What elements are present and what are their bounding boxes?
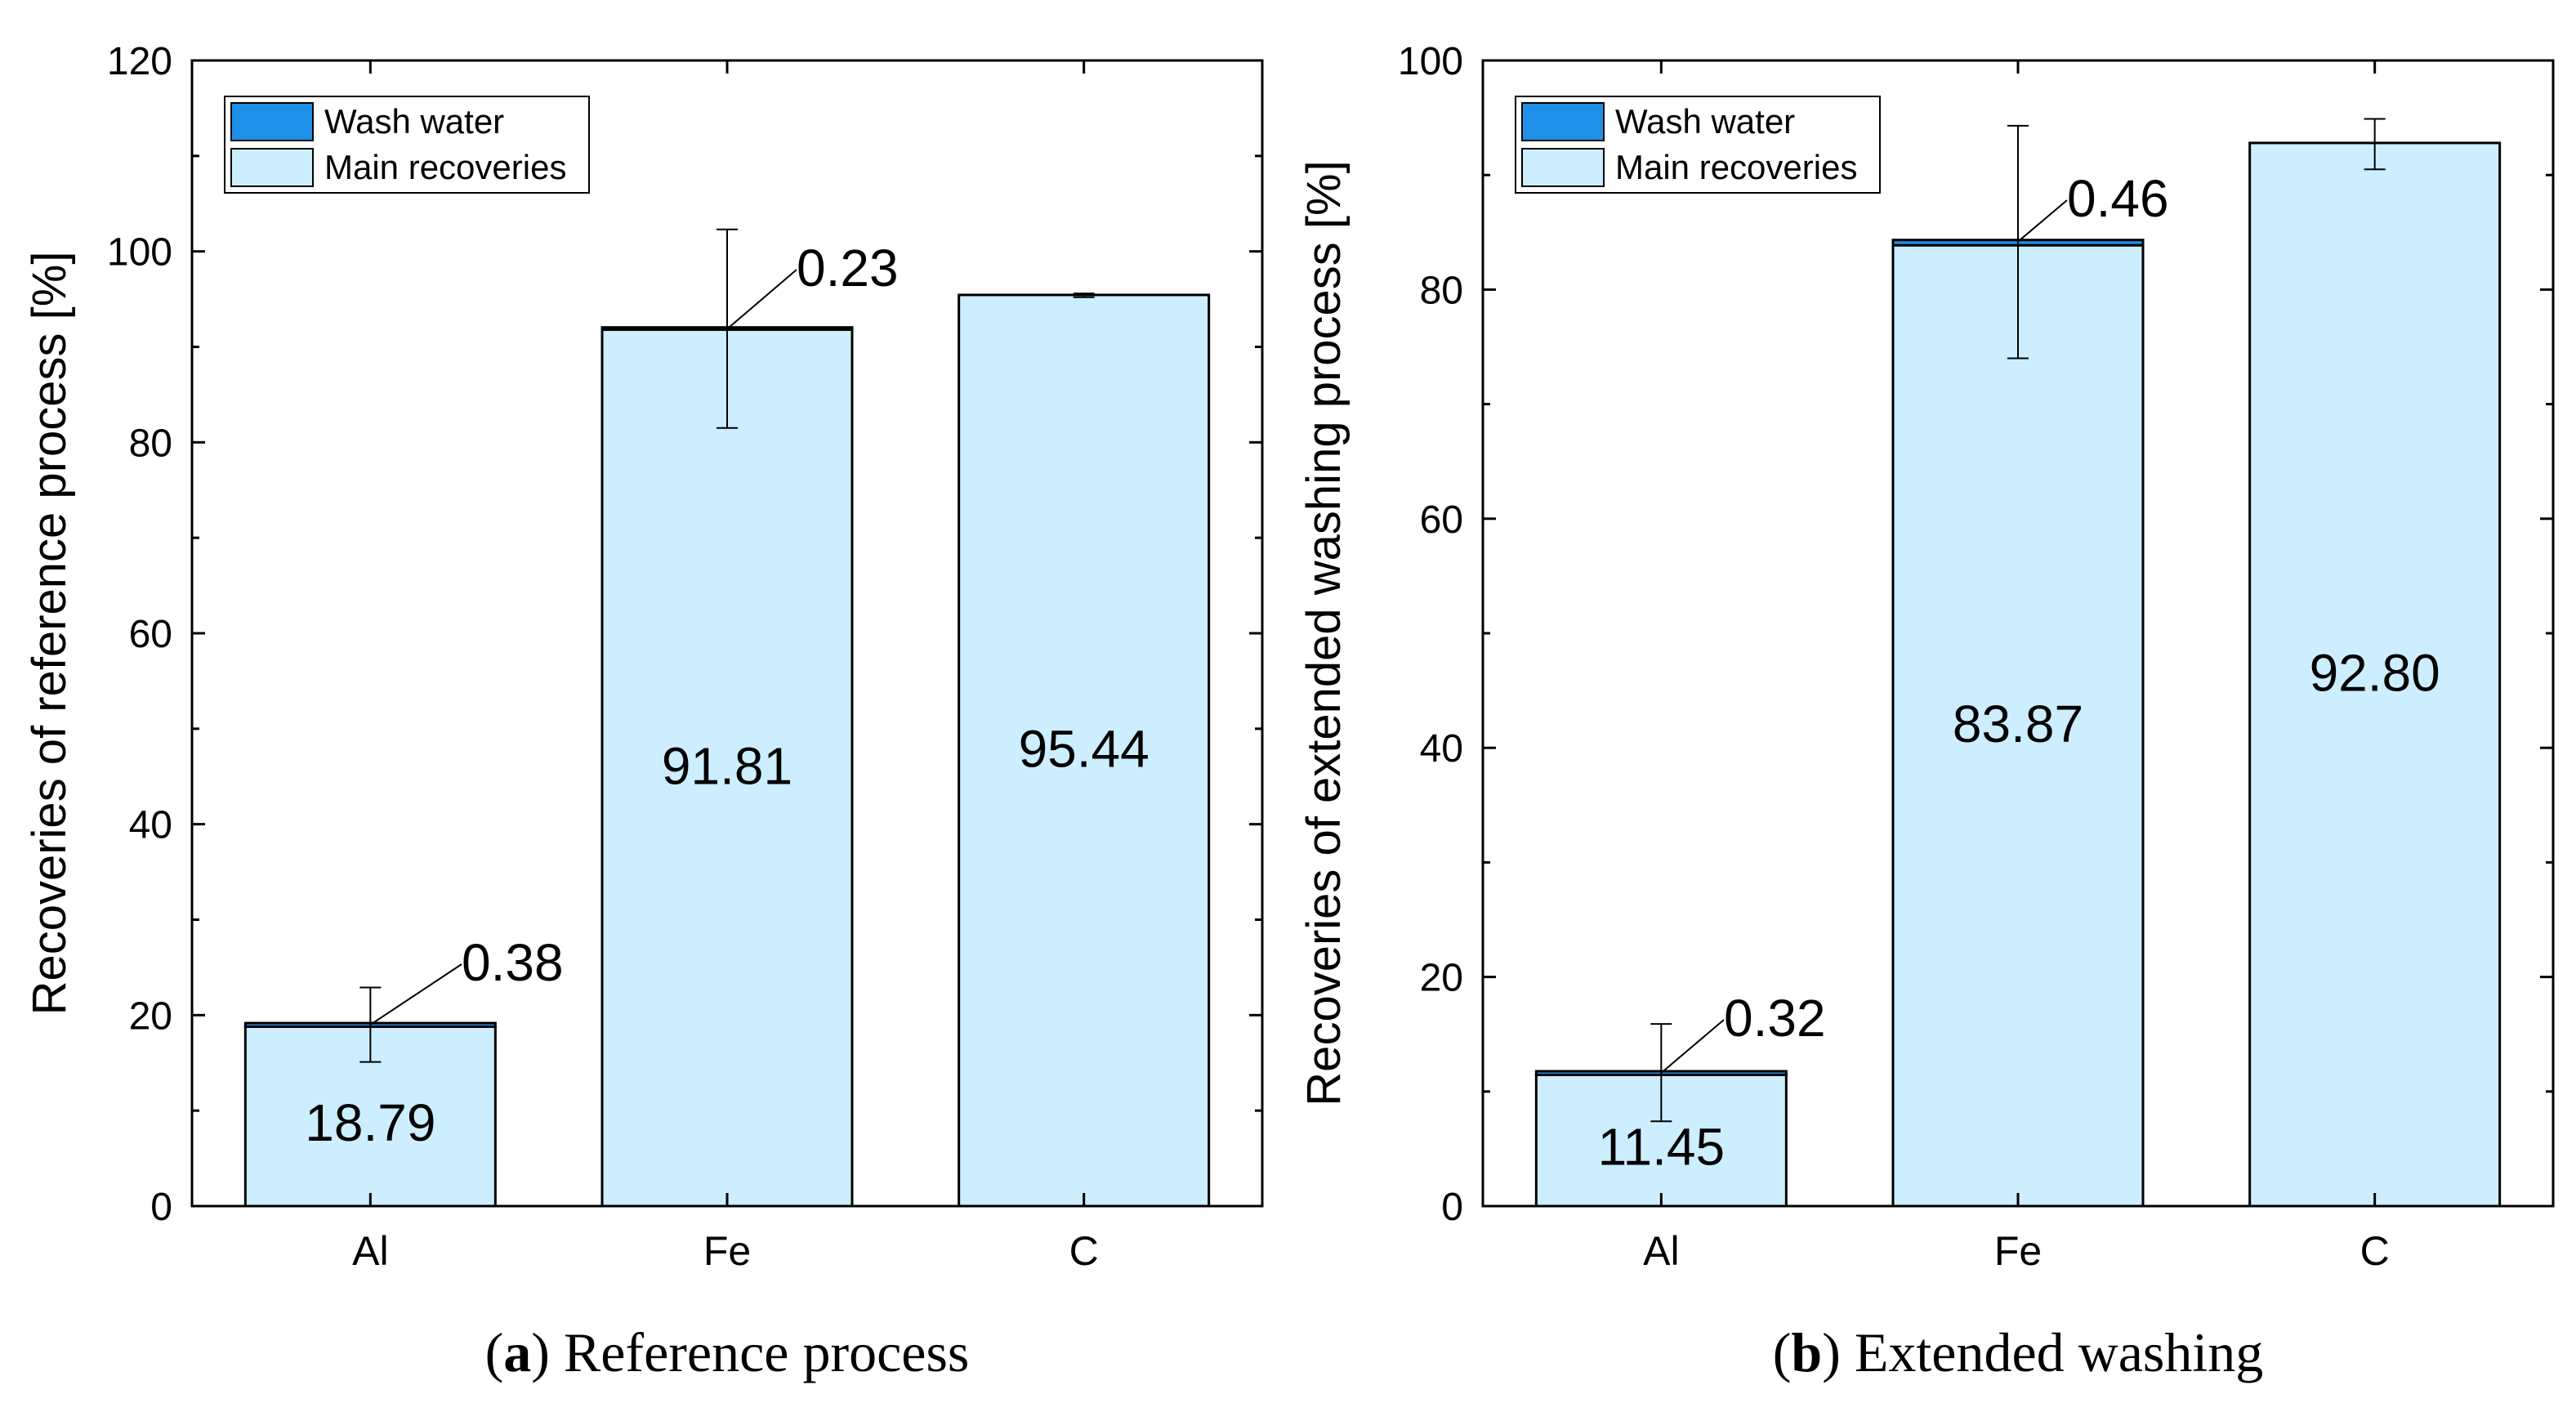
y-tick-label: 20 xyxy=(1420,957,1463,1000)
wash-leader-line xyxy=(2017,199,2068,243)
y-tick-label: 80 xyxy=(1420,269,1463,312)
y-tick-label: 0 xyxy=(1441,1186,1463,1229)
wash-value-label-al: 0.32 xyxy=(1724,989,1826,1048)
main-value-label-fe: 83.87 xyxy=(1953,695,2083,753)
legend: Wash water Main recoveries xyxy=(224,96,590,194)
panel-caption: (b) Extended washing xyxy=(1773,1321,2264,1383)
wash-leader-line xyxy=(1660,1019,1725,1074)
main-value-label-c: 95.44 xyxy=(1019,719,1150,778)
wash-leader-line xyxy=(726,269,797,330)
wash-value-label-al: 0.38 xyxy=(462,933,564,992)
legend-swatch-wash-water xyxy=(1521,102,1605,141)
legend-swatch-main-recoveries xyxy=(230,148,314,187)
x-tick-label-c: C xyxy=(2360,1228,2390,1274)
bar-main-c xyxy=(2248,141,2502,1208)
x-tick-label-al: Al xyxy=(1643,1228,1679,1274)
caption-paren: ( xyxy=(485,1321,504,1383)
bar-main-c xyxy=(958,293,1211,1208)
legend-label-main-recoveries: Main recoveries xyxy=(1615,148,1857,186)
bar-main-fe xyxy=(1891,244,2145,1208)
legend-swatch-main-recoveries xyxy=(1521,148,1605,187)
main-value-label-fe: 91.81 xyxy=(662,737,792,796)
main-value-label-c: 92.80 xyxy=(2310,643,2440,702)
y-tick-label: 60 xyxy=(129,613,172,656)
chart-panel-a: 0 20 40 60 80 100 120 Al Fe C Recoveries of refere… xyxy=(23,40,1264,1383)
y-axis-label: Recoveries of reference process [%] xyxy=(23,252,76,1016)
legend-swatch-wash-water xyxy=(230,102,314,141)
wash-value-label-fe: 0.23 xyxy=(797,239,899,297)
y-tick-label: 40 xyxy=(1420,727,1463,771)
caption-paren: ( xyxy=(1773,1321,1792,1383)
y-tick-label: 40 xyxy=(129,804,172,847)
y-tick-label: 60 xyxy=(1420,498,1463,542)
y-tick-label: 0 xyxy=(150,1186,172,1229)
y-axis-label: Recoveries of extended washing process [… xyxy=(1297,160,1351,1106)
y-tick-label: 120 xyxy=(107,40,172,83)
main-value-label-al: 11.45 xyxy=(1598,1118,1725,1177)
legend: Wash water Main recoveries xyxy=(1515,96,1881,194)
y-tick-label: 20 xyxy=(129,994,172,1038)
legend-label-wash-water: Wash water xyxy=(1615,102,1795,141)
legend-label-wash-water: Wash water xyxy=(324,102,504,141)
caption-letter: b xyxy=(1791,1321,1822,1383)
y-tick-label: 80 xyxy=(129,422,172,465)
x-tick-label-al: Al xyxy=(352,1228,388,1274)
panel-caption: (a) Reference process xyxy=(485,1321,970,1383)
caption-text: ) Extended washing xyxy=(1822,1321,2263,1383)
main-value-label-al: 18.79 xyxy=(305,1093,435,1152)
caption-text: ) Reference process xyxy=(531,1321,969,1383)
wash-value-label-fe: 0.46 xyxy=(2067,169,2169,228)
wash-leader-line xyxy=(369,963,462,1025)
x-tick-label-fe: Fe xyxy=(1994,1228,2042,1274)
y-tick-label: 100 xyxy=(1398,40,1463,83)
x-tick-label-fe: Fe xyxy=(703,1228,751,1274)
chart-panel-b: 0 20 40 60 80 100 Al Fe C Recoveries of extended … xyxy=(1297,40,2555,1383)
y-tick-label: 100 xyxy=(107,231,172,275)
legend-label-main-recoveries: Main recoveries xyxy=(324,148,566,186)
caption-letter: a xyxy=(503,1321,531,1383)
x-tick-label-c: C xyxy=(1069,1228,1099,1274)
